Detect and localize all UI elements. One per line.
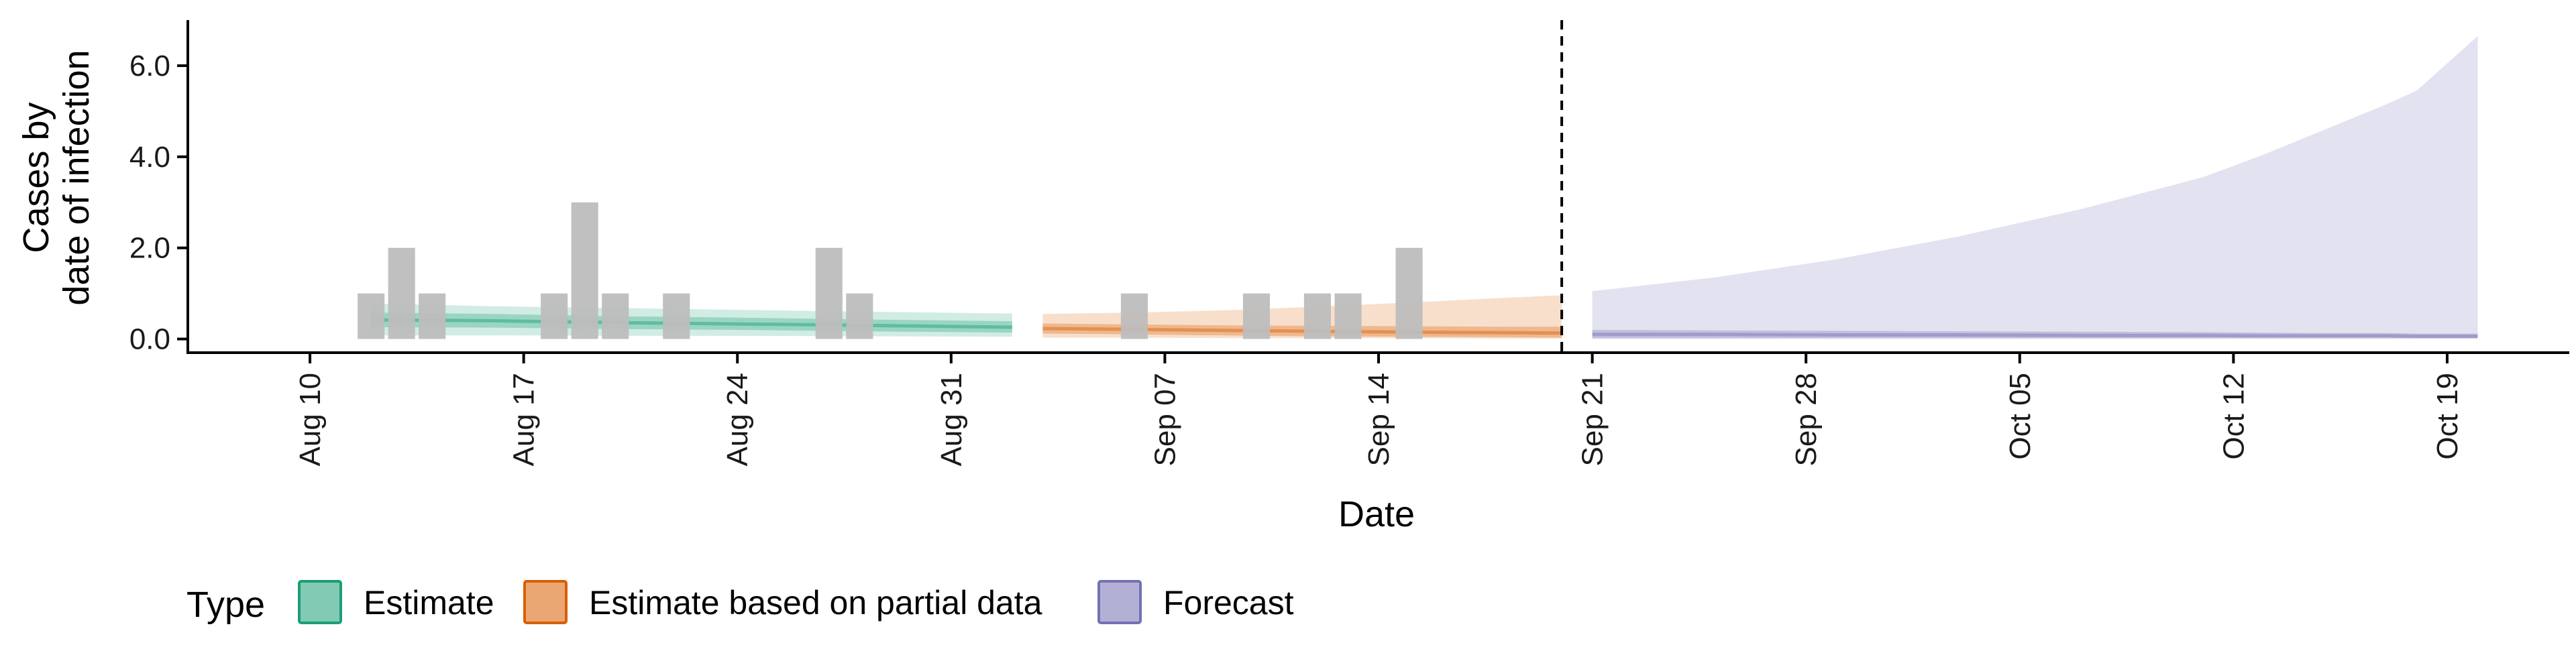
case-bar-2020-08-14	[419, 293, 446, 339]
case-bar-2020-09-12	[1303, 293, 1331, 339]
legend-key-partial	[523, 580, 568, 624]
x-tick-label: Sep 21	[1576, 373, 1609, 466]
x-tick-label: Sep 07	[1148, 373, 1181, 466]
y-tick-label: 0.0	[129, 323, 170, 356]
x-tick-label: Aug 10	[294, 373, 327, 466]
case-bar-2020-09-10	[1242, 293, 1270, 339]
legend-key-forecast	[1097, 580, 1142, 624]
x-tick-label: Aug 17	[508, 373, 541, 466]
legend-label-partial: Estimate based on partial data	[589, 584, 1042, 622]
estimate-based-on-partial-data-inner-band	[1042, 323, 1562, 338]
y-tick-label: 6.0	[129, 50, 170, 82]
legend: Type Estimate Estimate based on partial …	[186, 580, 1294, 625]
y-axis-title-line-1: Cases by	[16, 102, 56, 253]
legend-key-estimate	[298, 580, 342, 624]
x-tick-label: Sep 28	[1790, 373, 1823, 466]
x-tick-label: Oct 12	[2217, 373, 2250, 460]
x-axis-title: Date	[1338, 494, 1415, 534]
case-bar-2020-08-22	[663, 293, 690, 339]
case-bar-2020-08-28	[846, 293, 873, 339]
x-tick-label: Sep 14	[1362, 373, 1395, 466]
uncertainty-bands	[371, 36, 2478, 339]
legend-label-forecast: Forecast	[1163, 584, 1294, 622]
case-bar-2020-08-27	[815, 247, 843, 339]
forecast-median-line	[1592, 333, 2478, 338]
y-tick-label: 4.0	[129, 141, 170, 174]
x-tick-label: Oct 05	[2004, 373, 2037, 460]
case-bar-2020-08-18	[541, 293, 568, 339]
y-tick-label: 2.0	[129, 232, 170, 265]
x-tick-label: Aug 24	[721, 373, 754, 466]
case-bar-2020-09-15	[1395, 247, 1423, 339]
observed-cases-bars	[358, 202, 1423, 339]
case-bar-2020-08-20	[602, 293, 629, 339]
forecast-inner-band	[1592, 330, 2478, 339]
legend-label-estimate: Estimate	[364, 584, 494, 622]
case-bar-2020-08-12	[358, 293, 385, 339]
x-tick-label: Aug 31	[935, 373, 968, 466]
y-ticks: 0.0 2.0 4.0 6.0	[129, 50, 188, 356]
case-bar-2020-09-06	[1120, 293, 1148, 339]
case-bar-2020-08-19	[571, 202, 598, 339]
case-bar-2020-08-13	[388, 247, 415, 339]
legend-title: Type	[186, 585, 265, 625]
x-ticks: Aug 10 Aug 17 Aug 24 Aug 31 Sep 07 Sep 14 Sep …	[294, 353, 2464, 466]
x-tick-label: Oct 19	[2431, 373, 2464, 460]
estimate-based-on-partial-data-outer-band	[1042, 295, 1562, 339]
case-bar-2020-09-13	[1334, 293, 1362, 339]
y-axis-title-line-2: date of infection	[56, 50, 97, 305]
forecast-outer-band	[1592, 36, 2478, 339]
